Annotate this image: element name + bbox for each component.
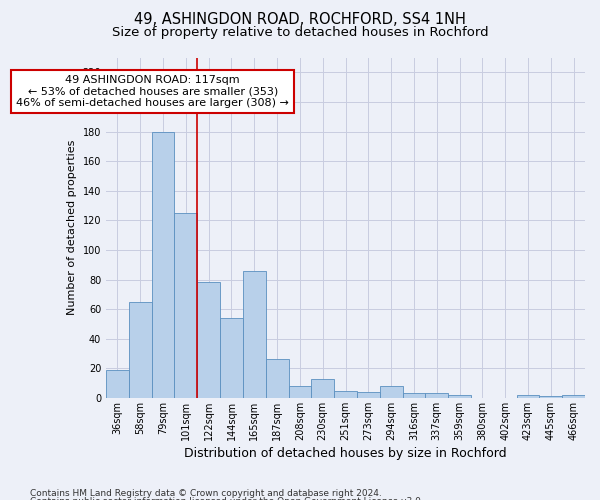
Bar [106, 370, 129, 398]
Text: 49, ASHINGDON ROAD, ROCHFORD, SS4 1NH: 49, ASHINGDON ROAD, ROCHFORD, SS4 1NH [134, 12, 466, 26]
Bar [175, 213, 197, 398]
Bar [197, 282, 220, 398]
Bar [380, 386, 403, 398]
Bar [243, 270, 266, 398]
Bar [266, 360, 289, 398]
Bar [425, 394, 448, 398]
Text: Contains public sector information licensed under the Open Government Licence v3: Contains public sector information licen… [30, 498, 424, 500]
Bar [562, 395, 585, 398]
Bar [357, 392, 380, 398]
Bar [152, 132, 175, 398]
Bar [334, 390, 357, 398]
Bar [311, 378, 334, 398]
Bar [220, 318, 243, 398]
Text: 49 ASHINGDON ROAD: 117sqm
← 53% of detached houses are smaller (353)
46% of semi: 49 ASHINGDON ROAD: 117sqm ← 53% of detac… [16, 76, 289, 108]
Bar [539, 396, 562, 398]
Bar [289, 386, 311, 398]
Bar [448, 395, 471, 398]
Text: Contains HM Land Registry data © Crown copyright and database right 2024.: Contains HM Land Registry data © Crown c… [30, 488, 382, 498]
Text: Size of property relative to detached houses in Rochford: Size of property relative to detached ho… [112, 26, 488, 39]
Bar [129, 302, 152, 398]
Y-axis label: Number of detached properties: Number of detached properties [67, 140, 77, 316]
Bar [517, 395, 539, 398]
Bar [403, 394, 425, 398]
X-axis label: Distribution of detached houses by size in Rochford: Distribution of detached houses by size … [184, 447, 507, 460]
